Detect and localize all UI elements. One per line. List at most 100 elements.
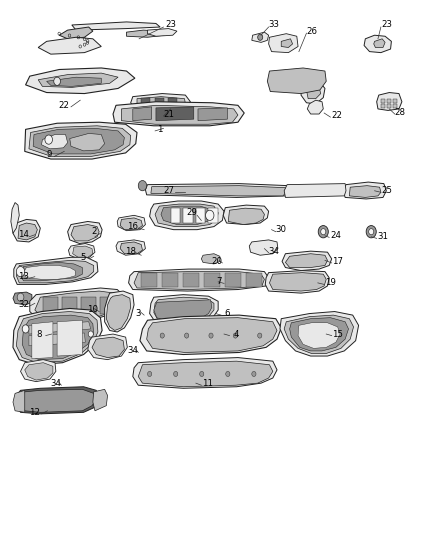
- Text: 27: 27: [163, 186, 174, 195]
- Text: 18: 18: [125, 247, 136, 256]
- Text: 15: 15: [332, 329, 343, 338]
- Polygon shape: [183, 273, 199, 287]
- Polygon shape: [116, 240, 145, 255]
- Text: 8: 8: [36, 329, 42, 338]
- Polygon shape: [13, 220, 40, 242]
- Text: 30: 30: [276, 225, 287, 234]
- Polygon shape: [30, 288, 124, 320]
- Polygon shape: [284, 315, 353, 353]
- Polygon shape: [24, 265, 75, 279]
- Polygon shape: [120, 242, 142, 254]
- Circle shape: [45, 135, 53, 144]
- Text: 10: 10: [87, 305, 99, 314]
- Text: 3: 3: [135, 309, 141, 318]
- Polygon shape: [25, 122, 137, 159]
- Circle shape: [22, 325, 29, 333]
- Circle shape: [258, 34, 263, 41]
- Text: 25: 25: [381, 186, 393, 195]
- Polygon shape: [16, 311, 98, 362]
- Text: 20: 20: [212, 257, 223, 266]
- Polygon shape: [225, 273, 241, 287]
- Polygon shape: [72, 22, 160, 30]
- Circle shape: [184, 333, 189, 338]
- Text: 34: 34: [268, 247, 279, 256]
- Circle shape: [258, 333, 262, 338]
- Text: 29: 29: [186, 208, 197, 217]
- Polygon shape: [284, 183, 346, 197]
- Polygon shape: [129, 269, 268, 291]
- Polygon shape: [150, 295, 218, 325]
- Polygon shape: [286, 254, 328, 268]
- Polygon shape: [267, 68, 326, 94]
- Polygon shape: [29, 333, 85, 346]
- Polygon shape: [21, 360, 56, 382]
- Polygon shape: [392, 104, 397, 108]
- Polygon shape: [141, 273, 157, 287]
- Polygon shape: [208, 208, 218, 223]
- Polygon shape: [387, 99, 391, 103]
- Text: 24: 24: [330, 231, 341, 240]
- Text: 14: 14: [18, 230, 29, 239]
- Circle shape: [16, 266, 25, 277]
- Polygon shape: [106, 295, 131, 330]
- Polygon shape: [13, 309, 102, 365]
- Polygon shape: [92, 337, 124, 358]
- Text: 34: 34: [50, 378, 61, 387]
- Polygon shape: [93, 389, 108, 411]
- Circle shape: [226, 372, 230, 376]
- Circle shape: [205, 210, 214, 221]
- Polygon shape: [392, 99, 397, 103]
- Polygon shape: [307, 100, 323, 114]
- Polygon shape: [280, 311, 359, 356]
- Polygon shape: [81, 297, 96, 313]
- Polygon shape: [59, 27, 93, 39]
- Polygon shape: [198, 108, 227, 120]
- Polygon shape: [204, 273, 220, 287]
- Polygon shape: [343, 182, 386, 199]
- Text: 23: 23: [381, 20, 393, 29]
- Polygon shape: [67, 222, 102, 244]
- Polygon shape: [134, 272, 265, 289]
- Polygon shape: [154, 297, 214, 324]
- Polygon shape: [11, 203, 19, 233]
- Circle shape: [366, 225, 376, 238]
- Text: 7: 7: [216, 277, 222, 286]
- Polygon shape: [246, 273, 262, 287]
- Polygon shape: [196, 208, 205, 223]
- Polygon shape: [171, 208, 180, 223]
- Polygon shape: [35, 291, 120, 319]
- Polygon shape: [43, 297, 58, 313]
- Polygon shape: [161, 206, 213, 224]
- Polygon shape: [105, 291, 134, 332]
- Polygon shape: [14, 257, 98, 285]
- Polygon shape: [162, 273, 178, 287]
- Polygon shape: [201, 254, 220, 264]
- Polygon shape: [117, 215, 145, 231]
- Circle shape: [321, 229, 326, 235]
- Polygon shape: [155, 204, 218, 227]
- Polygon shape: [150, 201, 224, 230]
- Circle shape: [252, 372, 256, 376]
- Text: 34: 34: [127, 346, 138, 356]
- Text: 6: 6: [225, 309, 230, 318]
- Text: 23: 23: [165, 20, 176, 29]
- Circle shape: [173, 372, 178, 376]
- Polygon shape: [127, 30, 164, 37]
- Polygon shape: [381, 99, 385, 103]
- Polygon shape: [268, 34, 298, 53]
- Polygon shape: [29, 322, 91, 334]
- Polygon shape: [156, 107, 194, 120]
- Polygon shape: [19, 389, 96, 413]
- Polygon shape: [155, 98, 164, 104]
- Polygon shape: [42, 134, 67, 149]
- Polygon shape: [13, 292, 32, 305]
- Text: 22: 22: [331, 111, 342, 120]
- Polygon shape: [145, 183, 290, 197]
- Polygon shape: [151, 185, 286, 196]
- Polygon shape: [16, 260, 94, 283]
- Polygon shape: [121, 106, 238, 124]
- Text: 2: 2: [91, 227, 96, 236]
- Polygon shape: [154, 300, 212, 322]
- Polygon shape: [57, 320, 82, 356]
- Polygon shape: [381, 104, 385, 108]
